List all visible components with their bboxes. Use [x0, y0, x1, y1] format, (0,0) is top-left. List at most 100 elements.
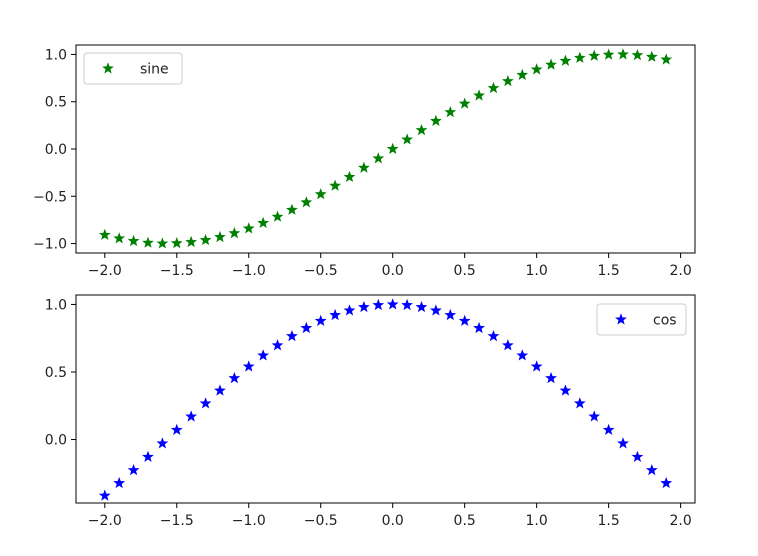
data-point-star — [530, 360, 543, 372]
data-point-star — [444, 106, 457, 118]
data-point-star — [588, 410, 601, 422]
data-point-star — [300, 196, 313, 208]
data-point-star — [185, 410, 198, 422]
y-tick-label: −1.0 — [33, 237, 67, 253]
data-point-star — [559, 54, 572, 66]
legend: cos — [596, 303, 687, 336]
cos-subplot: −2.0 −1.5 −1.0 −0.5 0.0 0.5 1.0 1.5 2.0 1.0 0.5 0.0… — [45, 294, 696, 529]
data-point-star — [487, 329, 500, 342]
data-point-star — [156, 437, 169, 449]
data-point-star — [286, 203, 298, 215]
axes-frame — [75, 294, 696, 504]
data-point-star — [113, 232, 126, 244]
legend-label: cos — [653, 313, 677, 329]
x-tick-label: 0.0 — [382, 513, 404, 529]
data-point-star — [573, 51, 586, 63]
data-point-star — [329, 308, 342, 321]
data-point-star — [228, 227, 241, 239]
data-point-star — [127, 463, 140, 476]
x-tick-label: 1.0 — [526, 263, 548, 279]
x-tick-label: −2.0 — [88, 513, 122, 529]
data-point-star — [214, 384, 226, 396]
data-point-star — [228, 372, 241, 384]
legend-marker-star — [102, 62, 114, 74]
data-point-star — [473, 89, 485, 101]
data-point-star — [516, 68, 529, 80]
data-point-star — [602, 48, 615, 60]
legend-label: sine — [140, 62, 169, 78]
data-point-star — [170, 237, 183, 249]
y-tick-label: 1.0 — [45, 47, 67, 63]
data-point-star — [631, 49, 644, 61]
data-point-star — [501, 75, 514, 87]
sine-subplot: −2.0 −1.5 −1.0 −0.5 0.0 0.5 1.0 1.5 2.0 1.0 0.5 0.0… — [33, 44, 696, 279]
data-point-star — [271, 210, 284, 222]
data-point-star — [156, 237, 169, 249]
data-point-star — [429, 114, 442, 127]
data-point-star — [386, 298, 399, 310]
data-point-star — [401, 298, 413, 311]
data-point-star — [358, 161, 370, 173]
data-point-star — [645, 463, 658, 476]
data-point-star — [631, 450, 644, 462]
data-point-star — [429, 304, 442, 316]
data-point-star — [386, 142, 399, 155]
data-point-star — [113, 476, 126, 489]
y-tick-label: 0.0 — [45, 433, 67, 449]
data-point-star — [415, 300, 428, 313]
data-point-star — [127, 234, 140, 247]
data-point-star — [401, 133, 413, 145]
data-point-star — [286, 329, 298, 342]
data-point-star — [358, 300, 370, 313]
x-tick-label: 1.5 — [597, 263, 619, 279]
data-point-star — [242, 222, 255, 234]
legend-box — [596, 303, 687, 336]
legend-marker-star — [615, 313, 627, 325]
data-point-star — [458, 314, 471, 326]
y-tick-label: −0.5 — [33, 189, 67, 205]
x-tick-label: −1.0 — [232, 513, 266, 529]
data-point-star — [372, 152, 385, 164]
data-point-star — [170, 423, 183, 435]
x-tick-label: 1.5 — [597, 513, 619, 529]
data-point-star — [545, 58, 557, 70]
legend-box — [83, 52, 183, 85]
data-point-star — [343, 304, 356, 316]
y-tick-label: 0.5 — [45, 95, 67, 111]
data-point-star — [645, 50, 658, 62]
x-tick-label: −0.5 — [304, 263, 338, 279]
data-point-star — [214, 230, 226, 243]
data-point-star — [516, 349, 529, 361]
data-point-star — [444, 308, 457, 321]
data-point-star — [458, 97, 471, 109]
x-tick-label: −0.5 — [304, 513, 338, 529]
data-point-star — [98, 228, 111, 240]
y-tick-label: 0.0 — [45, 142, 67, 158]
y-tick-label: 1.0 — [45, 297, 67, 313]
data-point-star — [142, 236, 154, 248]
data-point-star — [660, 476, 673, 489]
data-point-star — [588, 49, 601, 61]
data-point-star — [271, 339, 284, 351]
x-tick-label: 0.5 — [454, 513, 476, 529]
x-tick-label: 1.0 — [526, 513, 548, 529]
data-point-star — [314, 188, 327, 200]
x-tick-label: 2.0 — [669, 263, 691, 279]
data-point-star — [142, 450, 154, 462]
data-point-star — [314, 314, 327, 326]
x-tick-label: 0.5 — [454, 263, 476, 279]
data-point-star — [559, 384, 572, 396]
data-point-star — [199, 233, 212, 246]
data-point-star — [415, 123, 428, 136]
data-point-star — [343, 170, 356, 182]
data-point-star — [573, 397, 586, 409]
data-point-star — [617, 48, 629, 60]
data-point-star — [242, 360, 255, 372]
data-point-star — [257, 349, 270, 361]
data-point-star — [257, 216, 270, 229]
y-tick-label: 0.5 — [45, 365, 67, 381]
x-tick-label: −2.0 — [88, 263, 122, 279]
data-point-star — [617, 437, 629, 449]
